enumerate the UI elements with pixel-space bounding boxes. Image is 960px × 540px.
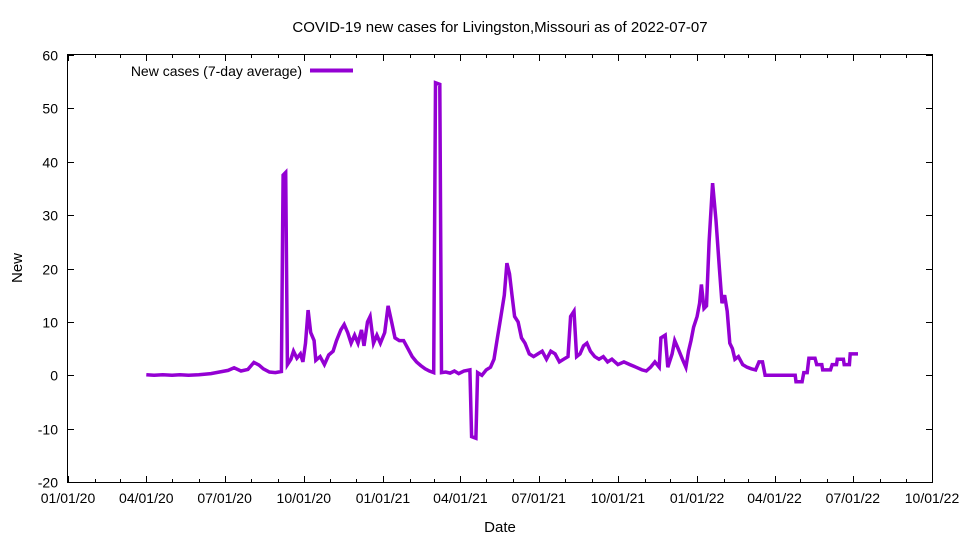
legend: New cases (7-day average) <box>131 63 353 79</box>
y-axis-title: New <box>9 253 26 283</box>
x-tick-label: 10/01/20 <box>277 490 332 506</box>
x-tick-label: 01/01/20 <box>41 490 96 506</box>
x-tick-label: 07/01/20 <box>197 490 252 506</box>
y-tick-label: 50 <box>42 101 58 117</box>
x-tick-label: 10/01/22 <box>905 490 960 506</box>
x-tick-label: 01/01/21 <box>356 490 411 506</box>
y-tick-label: 20 <box>42 262 58 278</box>
x-tick-label: 07/01/21 <box>511 490 566 506</box>
y-tick-label: 40 <box>42 155 58 171</box>
y-tick-label: 10 <box>42 315 58 331</box>
x-tick-label: 10/01/21 <box>591 490 646 506</box>
x-axis-title: Date <box>484 519 516 536</box>
chart-title: COVID-19 new cases for Livingston,Missou… <box>292 19 707 36</box>
y-tick-label: -10 <box>38 422 58 438</box>
y-tick-label: 0 <box>50 368 58 384</box>
ticks-layer: -20 -10 0 10 20 30 40 50 60 01/01/20 04/01/20 07/01… <box>38 48 960 507</box>
series-line <box>146 80 858 441</box>
x-tick-label: 04/01/21 <box>433 490 488 506</box>
y-tick-label: -20 <box>38 475 58 491</box>
plot-layer <box>146 80 858 441</box>
x-tick-label: 01/01/22 <box>670 490 725 506</box>
y-tick-label: 30 <box>42 208 58 224</box>
x-tick-label: 04/01/20 <box>119 490 174 506</box>
legend-label: New cases (7-day average) <box>131 63 302 79</box>
x-tick-label: 07/01/22 <box>826 490 881 506</box>
y-tick-label: 60 <box>42 48 58 64</box>
x-tick-label: 04/01/22 <box>747 490 802 506</box>
plot-frame <box>67 54 933 483</box>
